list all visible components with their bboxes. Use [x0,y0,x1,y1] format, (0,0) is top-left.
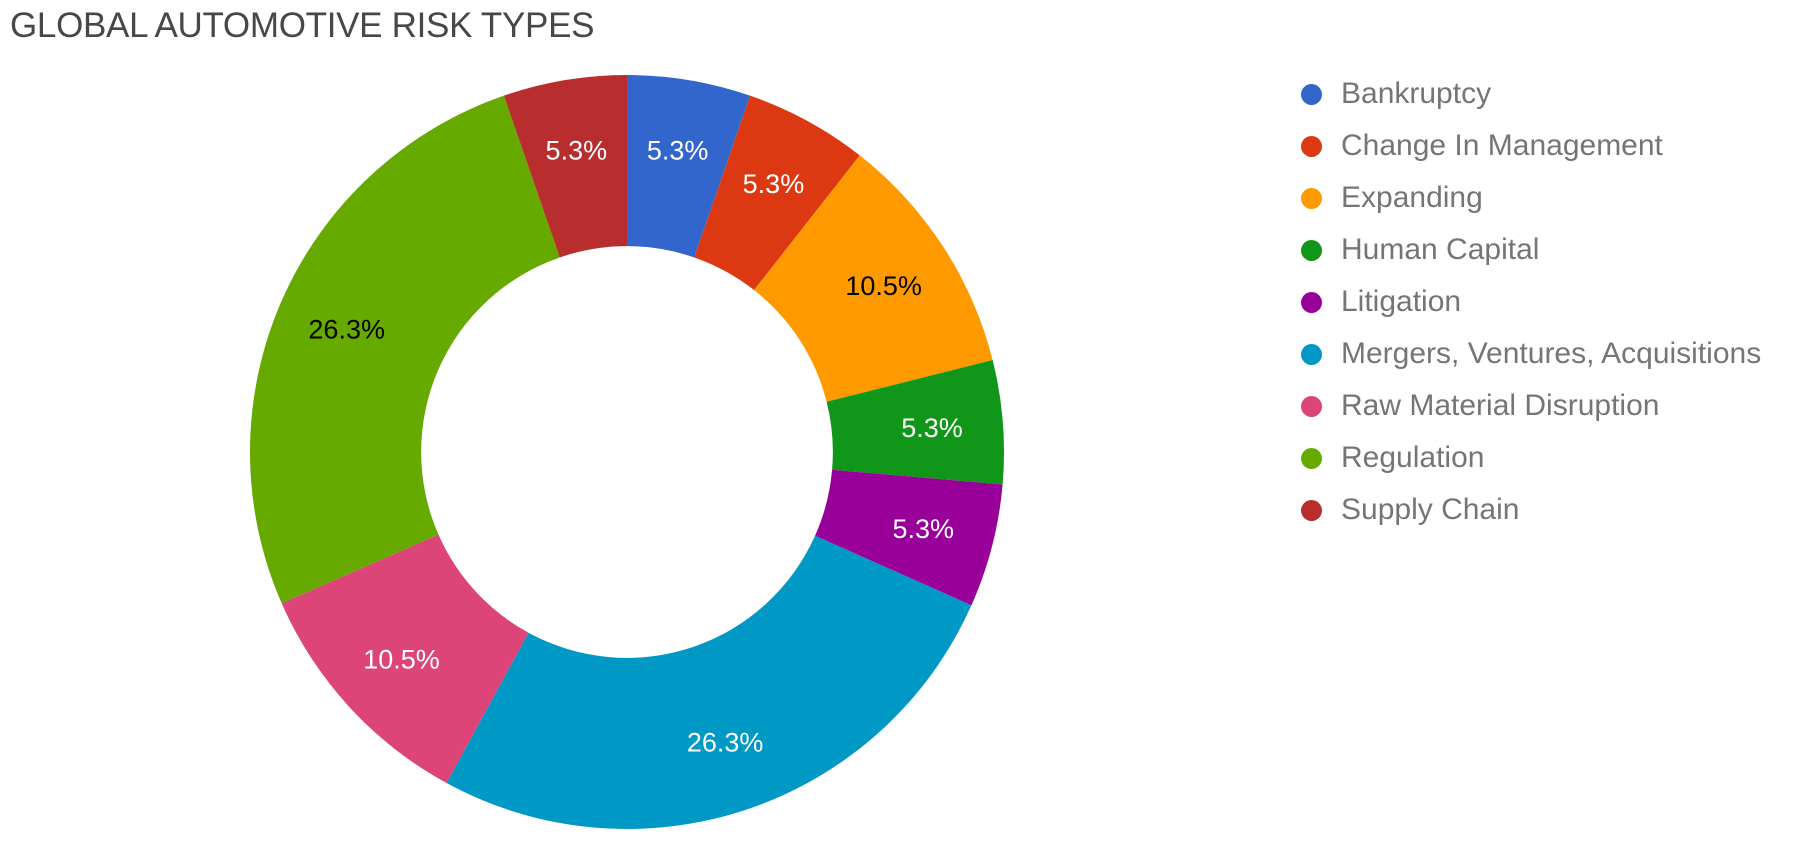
legend-item-label: Supply Chain [1341,493,1520,526]
pie-slice-bankruptcy[interactable] [627,75,751,258]
legend-item-label: Change In Management [1341,129,1663,162]
slice-percent-label: 5.3% [743,169,805,199]
legend-swatch-icon [1301,343,1322,365]
legend-item-label: Regulation [1341,441,1485,474]
pie-slice-supply-chain[interactable] [503,75,627,258]
legend-swatch-icon [1301,83,1322,105]
slice-percent-label: 10.5% [845,271,922,301]
legend-swatch-icon [1301,291,1322,313]
legend-item-label: Mergers, Ventures, Acquisitions [1341,337,1762,370]
legend-item-label: Bankruptcy [1341,77,1492,110]
legend-swatch-icon [1301,239,1322,261]
slice-percent-label: 10.5% [363,644,440,674]
legend-item-label: Expanding [1341,181,1483,214]
pie-slice-change-in-management[interactable] [694,95,860,291]
legend-swatch-icon [1301,187,1322,209]
slice-percent-label: 26.3% [687,727,764,757]
legend-item-raw-material-disruption: Raw Material Disruption [1301,380,1761,432]
pie-slice-mergers-ventures-acquisitions[interactable] [446,535,972,830]
slice-percent-label: 5.3% [546,136,608,166]
pie-slice-raw-material-disruption[interactable] [281,534,529,784]
pie-slice-expanding[interactable] [754,155,993,402]
legend-item-supply-chain: Supply Chain [1301,484,1761,536]
legend-swatch-icon [1301,499,1322,521]
legend-item-expanding: Expanding [1301,172,1761,224]
legend-item-label: Human Capital [1341,233,1540,266]
slice-percent-label: 5.3% [901,413,963,443]
legend-item-litigation: Litigation [1301,276,1761,328]
legend-item-human-capital: Human Capital [1301,224,1761,276]
legend-swatch-icon [1301,447,1322,469]
legend: Bankruptcy Change In Management Expanding H… [1301,68,1761,536]
legend-item-label: Raw Material Disruption [1341,389,1660,422]
slice-percent-label: 5.3% [647,136,709,166]
legend-item-regulation: Regulation [1301,432,1761,484]
slice-percent-label: 26.3% [308,315,385,345]
legend-swatch-icon [1301,135,1322,157]
pie-slice-litigation[interactable] [815,469,1003,606]
chart-title: GLOBAL AUTOMOTIVE RISK TYPES [10,6,595,45]
legend-item-label: Litigation [1341,285,1462,318]
slice-percent-label: 5.3% [893,514,955,544]
legend-swatch-icon [1301,395,1322,417]
pie-slice-regulation[interactable] [249,95,560,604]
legend-item-bankruptcy: Bankruptcy [1301,68,1761,120]
pie-slice-human-capital[interactable] [826,360,1005,485]
legend-item-change-in-management: Change In Management [1301,120,1761,172]
legend-item-mergers-ventures-acquisitions: Mergers, Ventures, Acquisitions [1301,328,1761,380]
